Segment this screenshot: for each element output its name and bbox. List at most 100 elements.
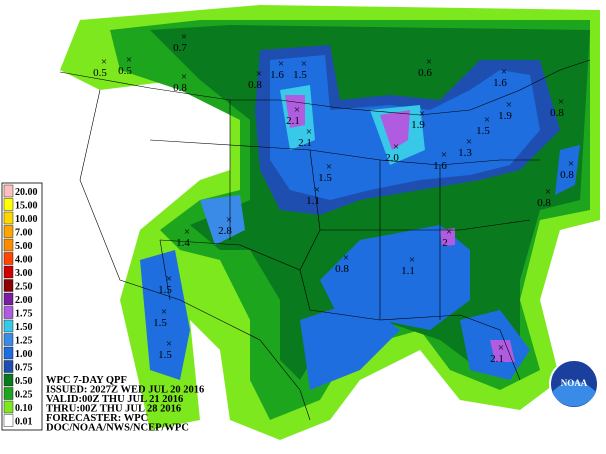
legend-swatch [3,319,14,333]
max-marker: × [484,114,490,126]
legend-swatch [3,211,14,225]
max-label: 0.7 [173,42,187,54]
max-marker: × [226,214,232,226]
max-label: 1.3 [458,147,472,159]
legend-swatch [3,279,14,292]
max-marker: × [466,136,472,148]
max-label: 1.1 [306,195,320,207]
max-marker: × [301,58,307,70]
max-marker: × [558,96,564,108]
max-label: 0.5 [118,65,132,77]
noaa-logo: NOAA [549,359,599,409]
max-label: 1.9 [498,110,512,122]
map-labels: ×0.7×0.5×0.5 ×0.8×0.8×1.6×1.5×0.6 ×1.6×0.8… [93,31,574,365]
legend-swatch [3,225,14,238]
max-label: 1.5 [476,125,490,137]
max-marker: × [326,161,332,173]
legend: 20.00 15.00 10.00 7.00 5.00 4.00 3.00 2.50 2.00 1… [1,182,43,431]
legend-swatch [3,306,14,319]
legend-label: 0.75 [15,363,33,374]
max-label: 1.5 [158,284,172,296]
max-marker: × [501,66,507,78]
max-marker: × [393,141,399,153]
borders [59,59,591,421]
max-label: 1.5 [293,69,307,81]
max-marker: × [409,254,415,266]
legend-label: 7.00 [15,228,33,239]
max-marker: × [184,226,190,238]
max-marker: × [181,31,187,43]
max-marker: × [506,99,512,111]
max-label: 1.5 [153,317,167,329]
max-marker: × [446,226,452,238]
max-label: 1.6 [270,69,284,81]
legend-label: 0.25 [15,390,33,401]
info-line: WPC 7-DAY QPF [46,375,127,386]
legend-swatch [3,333,14,346]
legend-label: 4.00 [15,255,33,266]
legend-label: 20.00 [15,187,38,198]
max-label: 0.8 [248,79,262,91]
max-label: 0.8 [173,82,187,94]
legend-label: 15.00 [15,201,38,212]
max-label: 0.8 [560,169,574,181]
info-line: ISSUED: 2027Z WED JUL 20 2016 [46,385,204,396]
info-line: VALID:00Z THU JUL 21 2016 [46,394,183,405]
legend-label: 10.00 [15,214,38,225]
legend-swatch [3,414,14,427]
max-marker: × [161,306,167,318]
legend-label: 1.25 [15,336,33,347]
logo-text: NOAA [561,378,588,388]
max-marker: × [441,149,447,161]
max-marker: × [256,68,262,80]
max-label: 2.1 [490,353,504,365]
legend-swatch [3,292,14,306]
legend-label: 1.50 [15,322,33,333]
legend-label: 0.01 [15,417,33,428]
legend-swatch [3,252,14,265]
max-label: 1.6 [493,77,507,89]
legend-swatch [3,346,14,360]
info-line: FORECASTER: WPC [46,413,148,424]
max-label: 0.5 [93,67,107,79]
max-marker: × [166,273,172,285]
max-label: 2.1 [286,115,300,127]
legend-swatch [3,360,14,373]
legend-label: 0.50 [15,376,33,387]
max-label: 2.1 [298,137,312,149]
max-label: 0.8 [335,263,349,275]
max-label: 1.5 [318,172,332,184]
max-marker: × [278,58,284,70]
info-line: THRU:00Z THU JUL 28 2016 [46,404,181,415]
legend-swatch [3,184,14,198]
legend-label: 2.00 [15,295,33,306]
legend-swatch [3,400,14,414]
max-marker: × [314,184,320,196]
max-marker: × [498,342,504,354]
max-marker: × [426,56,432,68]
max-label: 2.0 [385,152,399,164]
max-marker: × [568,158,574,170]
max-marker: × [306,126,312,138]
max-label: 1.1 [401,265,415,277]
legend-swatch [3,238,14,252]
max-marker: × [343,252,349,264]
max-marker: × [294,104,300,116]
max-marker: × [126,54,132,66]
legend-swatch [3,373,14,387]
max-label: 2 [442,237,448,249]
max-marker: × [181,71,187,83]
legend-label: 0.10 [15,403,33,414]
legend-label: 2.50 [15,282,33,293]
legend-swatch [3,198,14,211]
legend-swatch [3,265,14,279]
max-marker: × [166,338,172,350]
legend-label: 5.00 [15,241,33,252]
max-label: 1.9 [411,119,425,131]
legend-swatch [3,387,14,400]
legend-label: 3.00 [15,268,33,279]
max-label: 0.8 [550,107,564,119]
legend-label: 1.00 [15,349,33,360]
